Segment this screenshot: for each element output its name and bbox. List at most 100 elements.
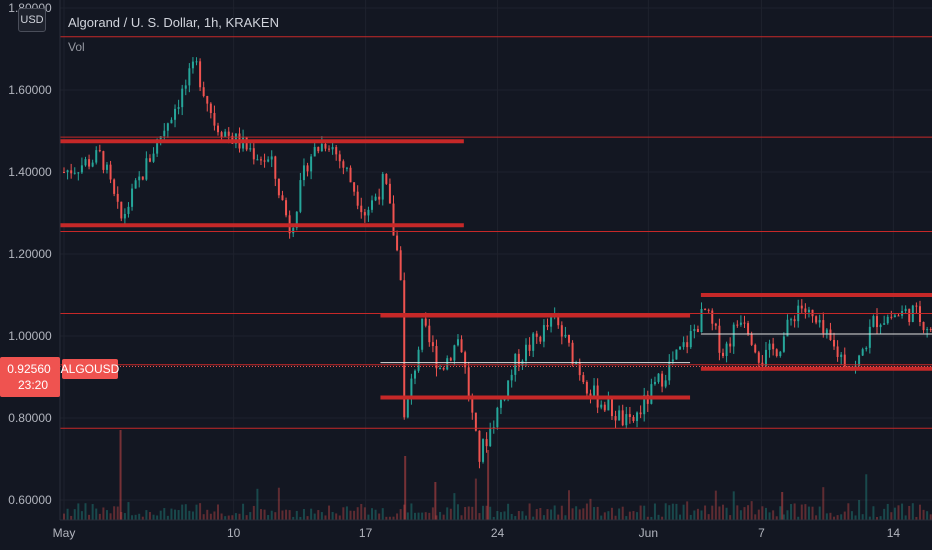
volume-bar	[474, 478, 477, 520]
volume-bar	[88, 514, 91, 520]
candle-body	[213, 113, 216, 126]
volume-bar	[435, 515, 438, 520]
volume-bar	[911, 503, 914, 520]
volume-bar	[879, 516, 882, 520]
volume-spike	[119, 430, 122, 520]
volume-bar	[610, 507, 613, 520]
candle-body	[453, 345, 456, 361]
volume-bar	[317, 510, 320, 520]
volume-bar	[664, 503, 667, 520]
volume-bar	[431, 507, 434, 520]
candle-body	[217, 125, 220, 133]
candle-body	[302, 165, 305, 181]
candle-body	[299, 180, 302, 212]
volume-bar	[141, 516, 144, 520]
candle-body	[292, 227, 295, 234]
candle-body	[105, 164, 108, 170]
volume-bar	[607, 511, 610, 520]
candle-body	[639, 412, 642, 415]
volume-bar	[306, 516, 309, 520]
volume-bar	[897, 505, 900, 520]
volume-bar	[825, 513, 828, 520]
candle-body	[822, 320, 825, 334]
candle-body	[525, 344, 528, 361]
candle-body	[578, 363, 581, 376]
candle-body	[413, 370, 416, 379]
volume-bar	[689, 514, 692, 520]
volume-bar	[790, 504, 793, 520]
volume-bar	[682, 504, 685, 520]
volume-bar	[700, 510, 703, 520]
volume-bar	[320, 512, 323, 520]
volume-bar	[858, 499, 861, 520]
volume-bar	[313, 513, 316, 520]
candle-body	[539, 336, 542, 342]
candle-body	[188, 68, 191, 86]
volume-bar	[95, 508, 98, 520]
candle-body	[492, 427, 495, 429]
x-tick-label: 17	[359, 526, 373, 540]
volume-bar	[550, 509, 553, 520]
volume-bar	[621, 506, 624, 520]
candle-body	[156, 139, 159, 154]
volume-bar	[800, 504, 803, 520]
candle-body	[464, 352, 467, 368]
candle-body	[148, 158, 151, 162]
candle-body	[668, 361, 671, 381]
volume-layer	[63, 430, 932, 520]
candle-body	[793, 319, 796, 322]
candle-body	[113, 179, 116, 194]
candle-body	[170, 119, 173, 124]
candle-body	[747, 323, 750, 335]
volume-bar	[750, 501, 753, 520]
volume-bar	[202, 514, 205, 520]
volume-bar	[360, 503, 363, 520]
volume-bar	[603, 512, 606, 520]
candle-body	[259, 159, 262, 161]
volume-bar	[371, 508, 374, 520]
candle-body	[338, 154, 341, 162]
volume-bar	[503, 511, 506, 520]
candle-body	[510, 374, 513, 381]
candle-body	[371, 200, 374, 210]
candle-body	[721, 352, 724, 357]
candle-body	[428, 325, 431, 343]
volume-bar	[220, 513, 223, 520]
volume-bar	[489, 506, 492, 520]
volume-bar	[152, 514, 155, 520]
candle-body	[643, 394, 646, 415]
y-tick-label: 1.60000	[8, 83, 52, 97]
candle-body	[328, 148, 331, 150]
candle-body	[478, 430, 481, 462]
currency-selector-button[interactable]: USD	[18, 8, 46, 32]
candle-body	[546, 325, 549, 327]
volume-bar	[686, 501, 689, 520]
candle-body	[421, 318, 424, 350]
volume-bar	[91, 504, 94, 520]
volume-bar	[868, 516, 871, 520]
candle-body	[256, 159, 259, 161]
volume-bar	[901, 503, 904, 520]
candle-body	[195, 61, 198, 63]
candle-body	[904, 308, 907, 311]
volume-spike	[434, 482, 437, 520]
volume-bar	[199, 503, 202, 520]
candle-body	[406, 398, 409, 418]
candle-body	[739, 322, 742, 325]
volume-bar	[467, 506, 470, 520]
volume-bar	[335, 513, 338, 520]
volume-bar	[63, 513, 65, 520]
candle-body	[750, 334, 753, 345]
volume-bar	[156, 515, 159, 520]
candle-body	[600, 404, 603, 408]
volume-bar	[277, 487, 280, 520]
candle-body	[439, 367, 442, 369]
candle-body	[893, 315, 896, 318]
candle-body	[657, 373, 660, 382]
candle-body	[138, 176, 141, 181]
candle-body	[621, 410, 624, 426]
volume-bar	[242, 503, 245, 520]
volume-bar	[854, 515, 857, 520]
volume-bar	[922, 509, 925, 520]
